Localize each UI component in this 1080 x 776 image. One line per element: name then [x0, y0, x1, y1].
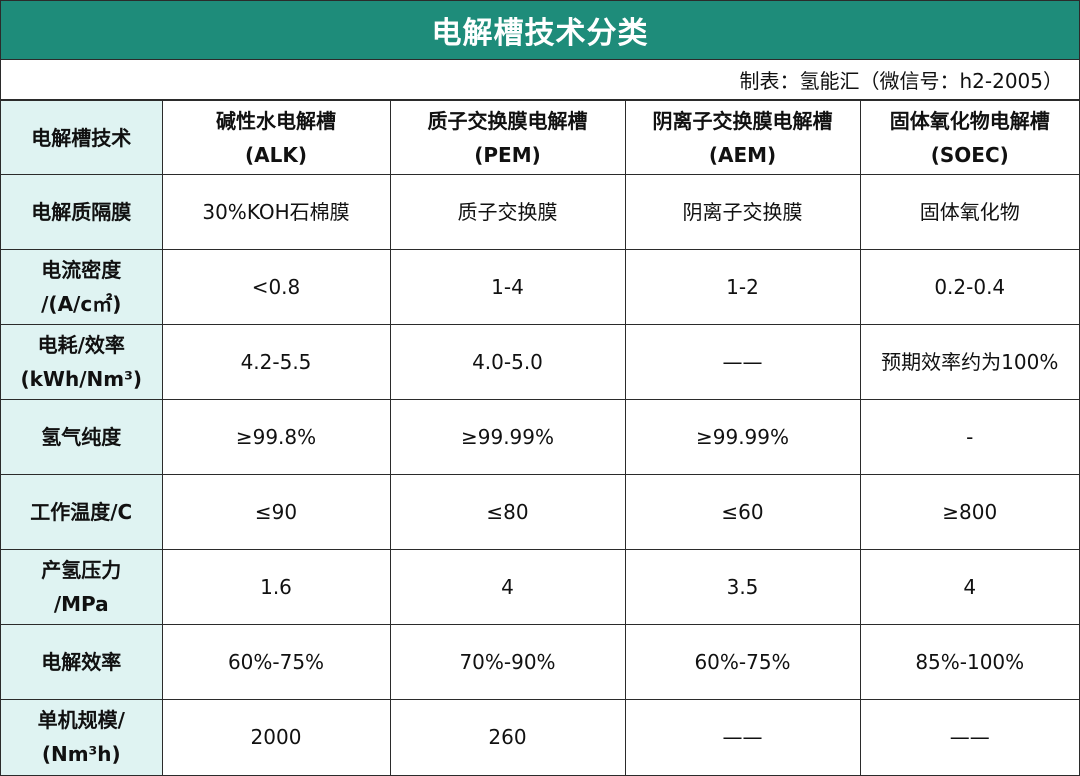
row-label: 氢气纯度 [1, 399, 163, 475]
page-title: 电解槽技术分类 [1, 1, 1079, 60]
table-cell: - [859, 399, 1079, 475]
table-cell: ≥800 [859, 474, 1079, 550]
column-header-line1: 质子交换膜电解槽 [427, 108, 588, 133]
table-row: 氢气纯度 ≥99.8% ≥99.99% ≥99.99% - [1, 399, 1079, 475]
source-note: 制表：氢能汇（微信号：h2-2005） [1, 60, 1079, 100]
table-cell: 固体氧化物 [859, 174, 1079, 250]
table-cell: 260 [389, 699, 626, 775]
table-cell: ≥99.8% [161, 399, 391, 475]
row-label-line1: 电流密度 [41, 258, 122, 282]
table-cell: 0.2-0.4 [859, 249, 1079, 325]
table-cell: 预期效率约为100% [859, 324, 1079, 400]
table-cell: 1.6 [161, 549, 391, 625]
table-row: 电耗/效率 (kWh/Nm³) 4.2-5.5 4.0-5.0 —— 预期效率约… [1, 324, 1079, 400]
table-cell: 2000 [161, 699, 391, 775]
electrolyzer-table: 电解槽技术 碱性水电解槽 (ALK) 质子交换膜电解槽 (PEM) 阴离子交换膜… [1, 100, 1079, 775]
column-header-line1: 阴离子交换膜电解槽 [652, 108, 833, 133]
table-cell: ≤80 [389, 474, 626, 550]
column-header-line2: (AEM) [708, 142, 777, 167]
table-row: 电流密度 /(A/c㎡) <0.8 1-4 1-2 0.2-0.4 [1, 249, 1079, 325]
table-cell: 70%-90% [389, 624, 626, 700]
row-label-line2: /MPa [53, 592, 109, 616]
table-cell: 85%-100% [859, 624, 1079, 700]
column-header-pem: 质子交换膜电解槽 (PEM) [389, 100, 626, 175]
table-cell: —— [624, 699, 861, 775]
row-label-line2: /(A/c㎡) [41, 292, 122, 316]
column-header-line2: (ALK) [244, 142, 307, 167]
table-cell: —— [859, 699, 1079, 775]
table-row: 产氢压力 /MPa 1.6 4 3.5 4 [1, 549, 1079, 625]
table-row: 工作温度/C ≤90 ≤80 ≤60 ≥800 [1, 474, 1079, 550]
row-label: 单机规模/ (Nm³h) [1, 699, 163, 775]
row-label: 电流密度 /(A/c㎡) [1, 249, 163, 325]
row-label: 电耗/效率 (kWh/Nm³) [1, 324, 163, 400]
row-header-label: 电解槽技术 [1, 100, 163, 175]
table-cell: ≥99.99% [389, 399, 626, 475]
column-header-aem: 阴离子交换膜电解槽 (AEM) [624, 100, 861, 175]
column-header-line1: 固体氧化物电解槽 [889, 108, 1050, 133]
row-label-line2: (Nm³h) [41, 742, 121, 767]
table-cell: 4 [859, 549, 1079, 625]
column-header-line2: (SOEC) [930, 142, 1009, 167]
table-cell: 质子交换膜 [389, 174, 626, 250]
row-label-line2: (kWh/Nm³) [20, 367, 143, 391]
table-cell: 4.0-5.0 [389, 324, 626, 400]
row-label: 产氢压力 /MPa [1, 549, 163, 625]
table-cell: 阴离子交换膜 [624, 174, 861, 250]
column-header-line2: (PEM) [474, 142, 541, 167]
row-label-line1: 电耗/效率 [37, 333, 125, 357]
table-cell: —— [624, 324, 861, 400]
table-row: 电解效率 60%-75% 70%-90% 60%-75% 85%-100% [1, 624, 1079, 700]
table-row: 单机规模/ (Nm³h) 2000 260 —— —— [1, 699, 1079, 775]
table-row: 电解质隔膜 30%KOH石棉膜 质子交换膜 阴离子交换膜 固体氧化物 [1, 174, 1079, 250]
column-header-alk: 碱性水电解槽 (ALK) [161, 100, 391, 175]
row-label: 工作温度/C [1, 474, 163, 550]
row-label: 电解效率 [1, 624, 163, 700]
row-label-line1: 产氢压力 [41, 558, 122, 582]
table-cell: 1-4 [389, 249, 626, 325]
table-cell: 4.2-5.5 [161, 324, 391, 400]
table-cell: ≤60 [624, 474, 861, 550]
column-header-soec: 固体氧化物电解槽 (SOEC) [859, 100, 1079, 175]
table-cell: 60%-75% [624, 624, 861, 700]
table-cell: 1-2 [624, 249, 861, 325]
table-cell: 60%-75% [161, 624, 391, 700]
table-cell: ≥99.99% [624, 399, 861, 475]
table-cell: 3.5 [624, 549, 861, 625]
table-cell: 4 [389, 549, 626, 625]
table-cell: ≤90 [161, 474, 391, 550]
table-cell: <0.8 [161, 249, 391, 325]
table-cell: 30%KOH石棉膜 [161, 174, 391, 250]
table-header-row: 电解槽技术 碱性水电解槽 (ALK) 质子交换膜电解槽 (PEM) 阴离子交换膜… [1, 100, 1079, 175]
row-label: 电解质隔膜 [1, 174, 163, 250]
row-label-line1: 单机规模/ [37, 708, 125, 733]
column-header-line1: 碱性水电解槽 [216, 108, 336, 133]
